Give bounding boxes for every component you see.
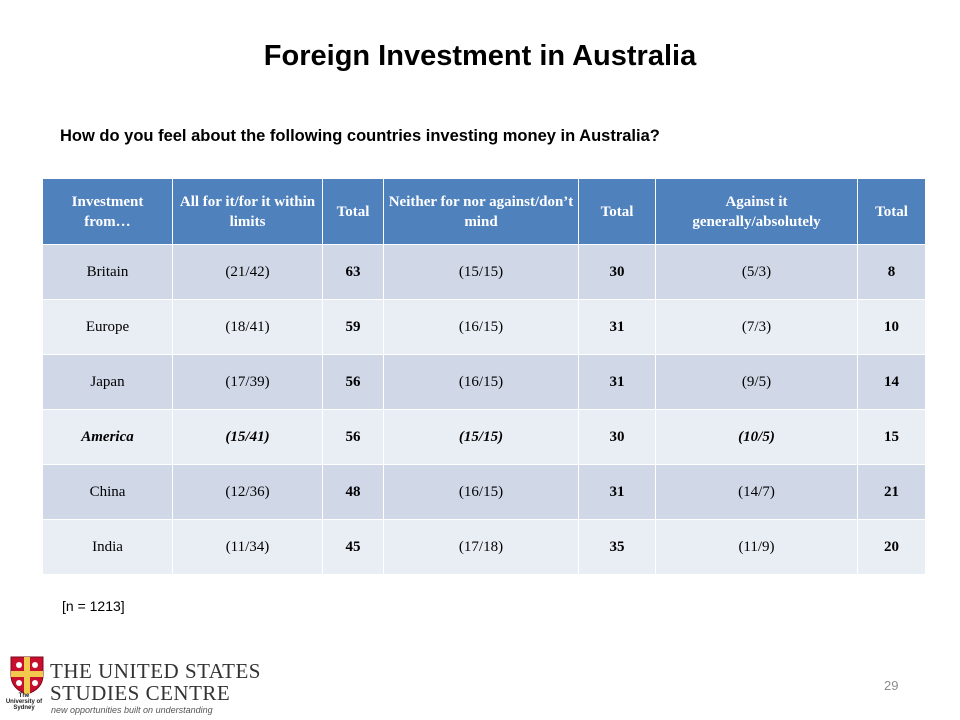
total-cell: 14 (857, 354, 926, 410)
total-cell: 56 (322, 409, 384, 465)
table-row: China (12/36) 48 (16/15) 31 (14/7) 21 (42, 464, 926, 520)
breakdown-cell: (18/41) (172, 299, 323, 355)
total-cell: 48 (322, 464, 384, 520)
column-header: Investment from… (42, 178, 173, 245)
table-row: Japan (17/39) 56 (16/15) 31 (9/5) 14 (42, 354, 926, 410)
total-cell: 31 (578, 464, 656, 520)
total-cell: 31 (578, 354, 656, 410)
breakdown-cell: (15/15) (383, 409, 579, 465)
page-number: 29 (884, 678, 899, 693)
total-cell: 31 (578, 299, 656, 355)
breakdown-cell: (11/34) (172, 519, 323, 575)
breakdown-cell: (15/15) (383, 244, 579, 300)
table-row: Europe (18/41) 59 (16/15) 31 (7/3) 10 (42, 299, 926, 355)
crest (10, 656, 44, 695)
total-cell: 15 (857, 409, 926, 465)
breakdown-cell: (16/15) (383, 464, 579, 520)
breakdown-cell: (14/7) (655, 464, 858, 520)
university-name: The University of Sydney (5, 693, 43, 711)
total-cell: 21 (857, 464, 926, 520)
breakdown-cell: (12/36) (172, 464, 323, 520)
column-header: All for it/for it within limits (172, 178, 323, 245)
table-row: India (11/34) 45 (17/18) 35 (11/9) 20 (42, 519, 926, 575)
total-cell: 35 (578, 519, 656, 575)
total-cell: 8 (857, 244, 926, 300)
column-header: Total (322, 178, 384, 245)
total-cell: 10 (857, 299, 926, 355)
column-header: Neither for nor against/don’t mind (383, 178, 579, 245)
table-body: Britain (21/42) 63 (15/15) 30 (5/3) 8 Europe (18… (42, 244, 926, 575)
total-cell: 45 (322, 519, 384, 575)
sample-note: [n = 1213] (62, 598, 125, 614)
question: How do you feel about the following coun… (60, 127, 660, 145)
breakdown-cell: (16/15) (383, 299, 579, 355)
total-cell: 30 (578, 244, 656, 300)
country-cell: America (42, 409, 173, 465)
total-cell: 20 (857, 519, 926, 575)
table-row: America (15/41) 56 (15/15) 30 (10/5) 15 (42, 409, 926, 465)
breakdown-cell: (11/9) (655, 519, 858, 575)
breakdown-cell: (7/3) (655, 299, 858, 355)
column-header: Total (578, 178, 656, 245)
slide-title: Foreign Investment in Australia (263, 40, 697, 72)
breakdown-cell: (10/5) (655, 409, 858, 465)
header-row: Investment from… All for it/for it within… (42, 178, 926, 245)
breakdown-cell: (17/18) (383, 519, 579, 575)
breakdown-cell: (5/3) (655, 244, 858, 300)
total-cell: 59 (322, 299, 384, 355)
country-cell: China (42, 464, 173, 520)
org-line: The United States (50, 659, 261, 683)
country-cell: India (42, 519, 173, 575)
tagline: new opportunities built on understanding (51, 705, 213, 715)
breakdown-cell: (21/42) (172, 244, 323, 300)
column-header: Against it generally/absolutely (655, 178, 858, 245)
country-cell: Europe (42, 299, 173, 355)
table-row: Britain (21/42) 63 (15/15) 30 (5/3) 8 (42, 244, 926, 300)
breakdown-cell: (9/5) (655, 354, 858, 410)
column-header: Total (857, 178, 926, 245)
country-cell: Britain (42, 244, 173, 300)
breakdown-cell: (16/15) (383, 354, 579, 410)
org-line: Studies Centre (50, 681, 231, 705)
results-table: Investment from… All for it/for it within… (42, 178, 926, 575)
country-cell: Japan (42, 354, 173, 410)
org-name: The United States Studies Centre (50, 660, 261, 704)
total-cell: 63 (322, 244, 384, 300)
total-cell: 56 (322, 354, 384, 410)
breakdown-cell: (17/39) (172, 354, 323, 410)
total-cell: 30 (578, 409, 656, 465)
breakdown-cell: (15/41) (172, 409, 323, 465)
